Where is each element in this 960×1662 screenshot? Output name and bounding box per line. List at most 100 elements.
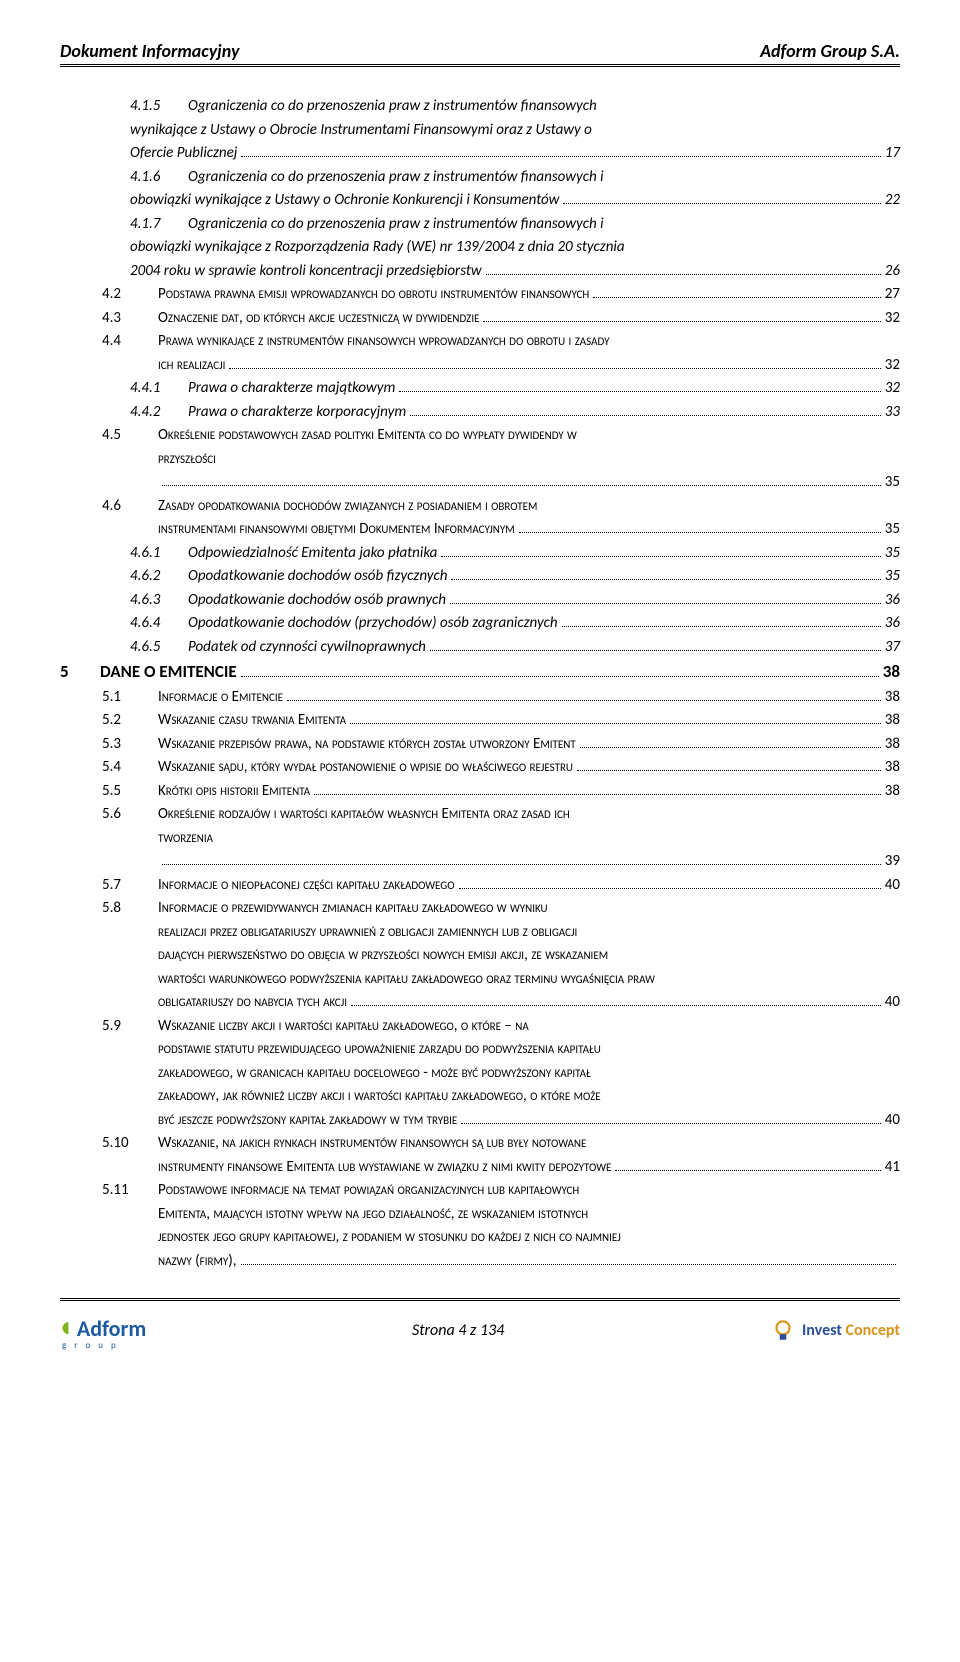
toc-entry: 5.4Wskazanie sądu, który wydał postanowi… <box>60 756 900 779</box>
toc-text: Wskazanie przepisów prawa, na podstawie … <box>158 733 576 756</box>
toc-entry: 4.3Oznaczenie dat, od których akcje ucze… <box>60 307 900 330</box>
toc-entry-line: obligatariuszy do nabycia tych akcji40 <box>60 991 900 1014</box>
toc-leader <box>580 747 881 748</box>
toc-entry-line: 5.10Wskazanie, na jakich rynkach instrum… <box>60 1132 900 1155</box>
page-footer: ◐Adform g r o u p Strona 4 z 134 Invest … <box>60 1298 900 1351</box>
toc-leader <box>459 888 881 889</box>
toc-entry-line: 5.6Określenie rodzajów i wartości kapita… <box>60 803 900 826</box>
table-of-contents: 4.1.5Ograniczenia co do przenoszenia pra… <box>60 95 900 1272</box>
toc-entry-line: realizacji przez obligatariuszy uprawnie… <box>60 921 900 944</box>
toc-entry-line: dających pierwszeństwo do objęcia w przy… <box>60 944 900 967</box>
toc-entry: 4.6.1Odpowiedzialność Emitenta jako płat… <box>60 542 900 565</box>
toc-leader <box>350 723 881 724</box>
toc-entry-line: wynikające z Ustawy o Obrocie Instrument… <box>60 119 900 142</box>
toc-leader <box>430 650 881 651</box>
toc-text: Wskazanie sądu, który wydał postanowieni… <box>158 756 573 779</box>
toc-entry: 5.1Informacje o Emitencie 38 <box>60 686 900 709</box>
toc-entry-line: ich realizacji32 <box>60 354 900 377</box>
toc-number: 5.3 <box>102 733 158 756</box>
toc-entry: 4.4.1Prawa o charakterze majątkowym32 <box>60 377 900 400</box>
toc-entry-line: obowiązki wynikające z Rozporządzenia Ra… <box>60 236 900 259</box>
toc-page: 35 <box>885 542 900 565</box>
toc-entry-line: 39 <box>60 850 900 873</box>
toc-number: 5.5 <box>102 780 158 803</box>
toc-entry: 5.7Informacje o nieopłaconej części kapi… <box>60 874 900 897</box>
toc-number: 4.2 <box>102 283 158 306</box>
toc-number: 4.6.1 <box>130 542 188 565</box>
toc-entry-line: 2004 roku w sprawie kontroli koncentracj… <box>60 260 900 283</box>
toc-entry: 4.6.3Opodatkowanie dochodów osób prawnyc… <box>60 589 900 612</box>
toc-entry-line: 5.11Podstawowe informacje na temat powią… <box>60 1179 900 1202</box>
toc-page: 33 <box>885 401 900 424</box>
toc-entry-line: zakładowego, w granicach kapitału docelo… <box>60 1062 900 1085</box>
toc-page: 32 <box>885 307 900 330</box>
toc-leader <box>577 770 881 771</box>
toc-number: 4.6.5 <box>130 636 188 659</box>
header-right: Adform Group S.A. <box>760 40 900 62</box>
toc-leader <box>483 321 880 322</box>
toc-entry: 4.2Podstawa prawna emisji wprowadzanych … <box>60 283 900 306</box>
toc-entry-line: 4.4Prawa wynikające z instrumentów finan… <box>60 330 900 353</box>
toc-entry: 5.2Wskazanie czasu trwania Emitenta38 <box>60 709 900 732</box>
toc-entry-line: obowiązki wynikające z Ustawy o Ochronie… <box>60 189 900 212</box>
toc-entry-line: 4.6Zasady opodatkowania dochodów związan… <box>60 495 900 518</box>
toc-entry-line: 4.1.5Ograniczenia co do przenoszenia pra… <box>60 95 900 118</box>
toc-page: 38 <box>883 659 900 685</box>
toc-text: Informacje o Emitencie <box>158 686 283 709</box>
toc-leader <box>410 415 881 416</box>
toc-leader <box>451 579 880 580</box>
toc-page: 27 <box>885 283 900 306</box>
toc-entry: 5.3Wskazanie przepisów prawa, na podstaw… <box>60 733 900 756</box>
toc-entry-line: zakładowy, jak również liczby akcji i wa… <box>60 1085 900 1108</box>
toc-entry: 4.4.2Prawa o charakterze korporacyjnym33 <box>60 401 900 424</box>
toc-leader <box>399 391 880 392</box>
toc-entry-line: 5.8Informacje o przewidywanych zmianach … <box>60 897 900 920</box>
toc-text: Informacje o nieopłaconej części kapitał… <box>158 874 455 897</box>
toc-text: Podatek od czynności cywilnoprawnych <box>188 636 426 659</box>
toc-page: 35 <box>885 565 900 588</box>
toc-text: DANE O EMITENCIE <box>100 659 237 685</box>
toc-entry-line: nazwy (firmy), <box>60 1250 900 1273</box>
toc-entry: 4.6.4Opodatkowanie dochodów (przychodów)… <box>60 612 900 635</box>
page-header: Dokument Informacyjny Adform Group S.A. <box>60 40 900 67</box>
toc-entry-line: Emitenta, mających istotny wpływ na jego… <box>60 1203 900 1226</box>
toc-number: 4.6.2 <box>130 565 188 588</box>
toc-number: 5.1 <box>102 686 158 709</box>
toc-entry-line: 5.9Wskazanie liczby akcji i wartości kap… <box>60 1015 900 1038</box>
toc-leader <box>562 626 881 627</box>
toc-entry-line: 4.5Określenie podstawowych zasad polityk… <box>60 424 900 447</box>
logo-invest-concept: Invest Concept <box>770 1317 900 1343</box>
page-number: Strona 4 z 134 <box>412 1321 504 1340</box>
toc-leader <box>241 676 879 677</box>
toc-entry: 4.6.5Podatek od czynności cywilnoprawnyc… <box>60 636 900 659</box>
toc-page: 40 <box>885 874 900 897</box>
toc-number: 5 <box>60 659 100 685</box>
toc-entry: 5.5Krótki opis historii Emitenta 38 <box>60 780 900 803</box>
toc-entry: 4.6.2Opodatkowanie dochodów osób fizyczn… <box>60 565 900 588</box>
toc-text: Krótki opis historii Emitenta <box>158 780 310 803</box>
toc-number: 4.4.1 <box>130 377 188 400</box>
toc-entry-line: instrumentami finansowymi objętymi Dokum… <box>60 518 900 541</box>
toc-entry-line: wartości warunkowego podwyższenia kapita… <box>60 968 900 991</box>
toc-entry-line: być jeszcze podwyższony kapitał zakładow… <box>60 1109 900 1132</box>
toc-page: 37 <box>885 636 900 659</box>
toc-entry: 5DANE O EMITENCIE 38 <box>60 659 900 685</box>
toc-leader <box>441 556 880 557</box>
toc-number: 4.4.2 <box>130 401 188 424</box>
toc-number: 5.2 <box>102 709 158 732</box>
toc-page: 32 <box>885 377 900 400</box>
toc-leader <box>450 603 881 604</box>
toc-page: 36 <box>885 612 900 635</box>
toc-leader <box>287 700 881 701</box>
lightbulb-icon <box>770 1317 796 1343</box>
toc-text: Podstawa prawna emisji wprowadzanych do … <box>158 283 589 306</box>
toc-text: Wskazanie czasu trwania Emitenta <box>158 709 346 732</box>
toc-entry-line: 35 <box>60 471 900 494</box>
header-left: Dokument Informacyjny <box>60 40 239 62</box>
toc-page: 38 <box>885 686 900 709</box>
toc-entry-line: podstawie statutu przewidującego upoważn… <box>60 1038 900 1061</box>
toc-page: 38 <box>885 780 900 803</box>
toc-entry-line: przyszłości <box>60 448 900 471</box>
toc-text: Opodatkowanie dochodów osób prawnych <box>188 589 446 612</box>
toc-leader <box>314 794 881 795</box>
